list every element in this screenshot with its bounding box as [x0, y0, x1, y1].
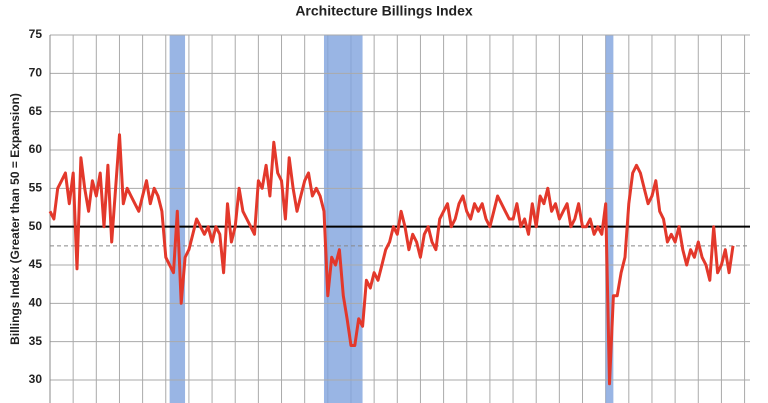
- y-tick-label: 65: [29, 104, 43, 118]
- y-tick-label: 45: [29, 257, 43, 271]
- data-line: [48, 133, 735, 386]
- y-tick-label: 35: [29, 334, 43, 348]
- y-tick-label: 55: [29, 181, 43, 195]
- chart-title: Architecture Billings Index: [295, 3, 473, 19]
- y-tick-label: 50: [29, 219, 43, 233]
- y-tick-label: 30: [29, 372, 43, 386]
- y-tick-label: 70: [29, 66, 43, 80]
- y-tick-label: 60: [29, 142, 43, 156]
- y-axis-label: Billings Index (Greater than 50 = Expans…: [8, 93, 22, 345]
- y-tick-label: 40: [29, 296, 43, 310]
- shaded-range: [605, 35, 614, 403]
- shaded-range: [323, 35, 363, 403]
- y-tick-label: 75: [29, 27, 43, 41]
